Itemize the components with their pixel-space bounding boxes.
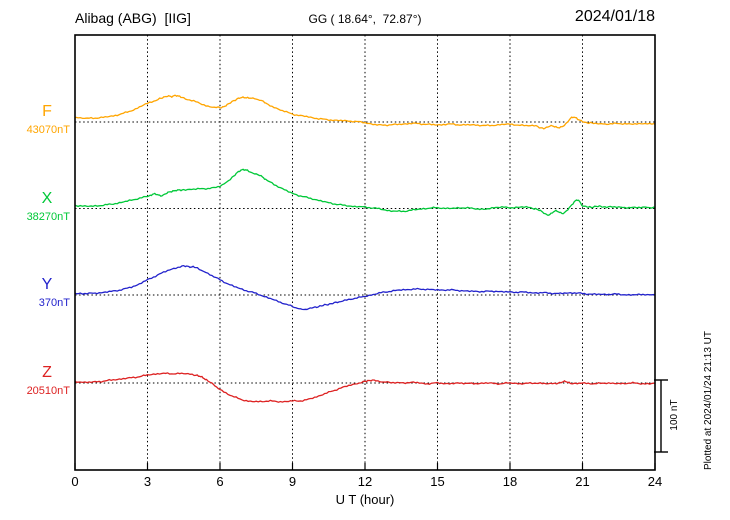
x-tick-label: 24	[647, 474, 663, 489]
series-label-Y: Y	[41, 276, 53, 293]
baseline-value-X: 38270nT	[26, 210, 70, 223]
series-label-Z: Z	[42, 364, 52, 381]
baseline-value-F: 43070nT	[26, 124, 70, 136]
trace-Z	[74, 372, 656, 403]
trace-X	[74, 168, 656, 216]
scale-bar	[654, 379, 668, 453]
date-label: 2024/01/18	[574, 8, 655, 25]
x-tick-label: 0	[71, 474, 79, 489]
baseline-value-Y: 370nT	[38, 297, 70, 309]
series-label-F: F	[42, 103, 52, 120]
plotted-at-note: Plotted at 2024/01/24 21:13 UT	[703, 331, 714, 470]
x-axis-label: U T (hour)	[335, 492, 395, 507]
x-tick-label: 6	[216, 474, 224, 489]
trace-Y	[74, 264, 656, 311]
x-tick-label: 21	[575, 474, 590, 489]
series-label-X: X	[41, 189, 53, 207]
axis-ticks	[74, 463, 656, 470]
plot-border	[74, 34, 656, 471]
trace-F	[74, 94, 656, 130]
x-tick-label: 12	[357, 474, 373, 489]
station-title: Alibag (ABG) [IIG]	[75, 10, 191, 26]
scale-bar-label: 100 nT	[669, 399, 680, 431]
gridlines	[147, 35, 583, 470]
x-tick-label: 18	[502, 474, 518, 489]
geographic-coords-label: GG ( 18.64°, 72.87°)	[308, 12, 422, 26]
baseline-value-Z: 20510nT	[26, 385, 70, 397]
x-tick-label: 15	[430, 474, 445, 489]
x-tick-label: 3	[143, 474, 152, 489]
x-tick-label: 9	[288, 474, 297, 489]
